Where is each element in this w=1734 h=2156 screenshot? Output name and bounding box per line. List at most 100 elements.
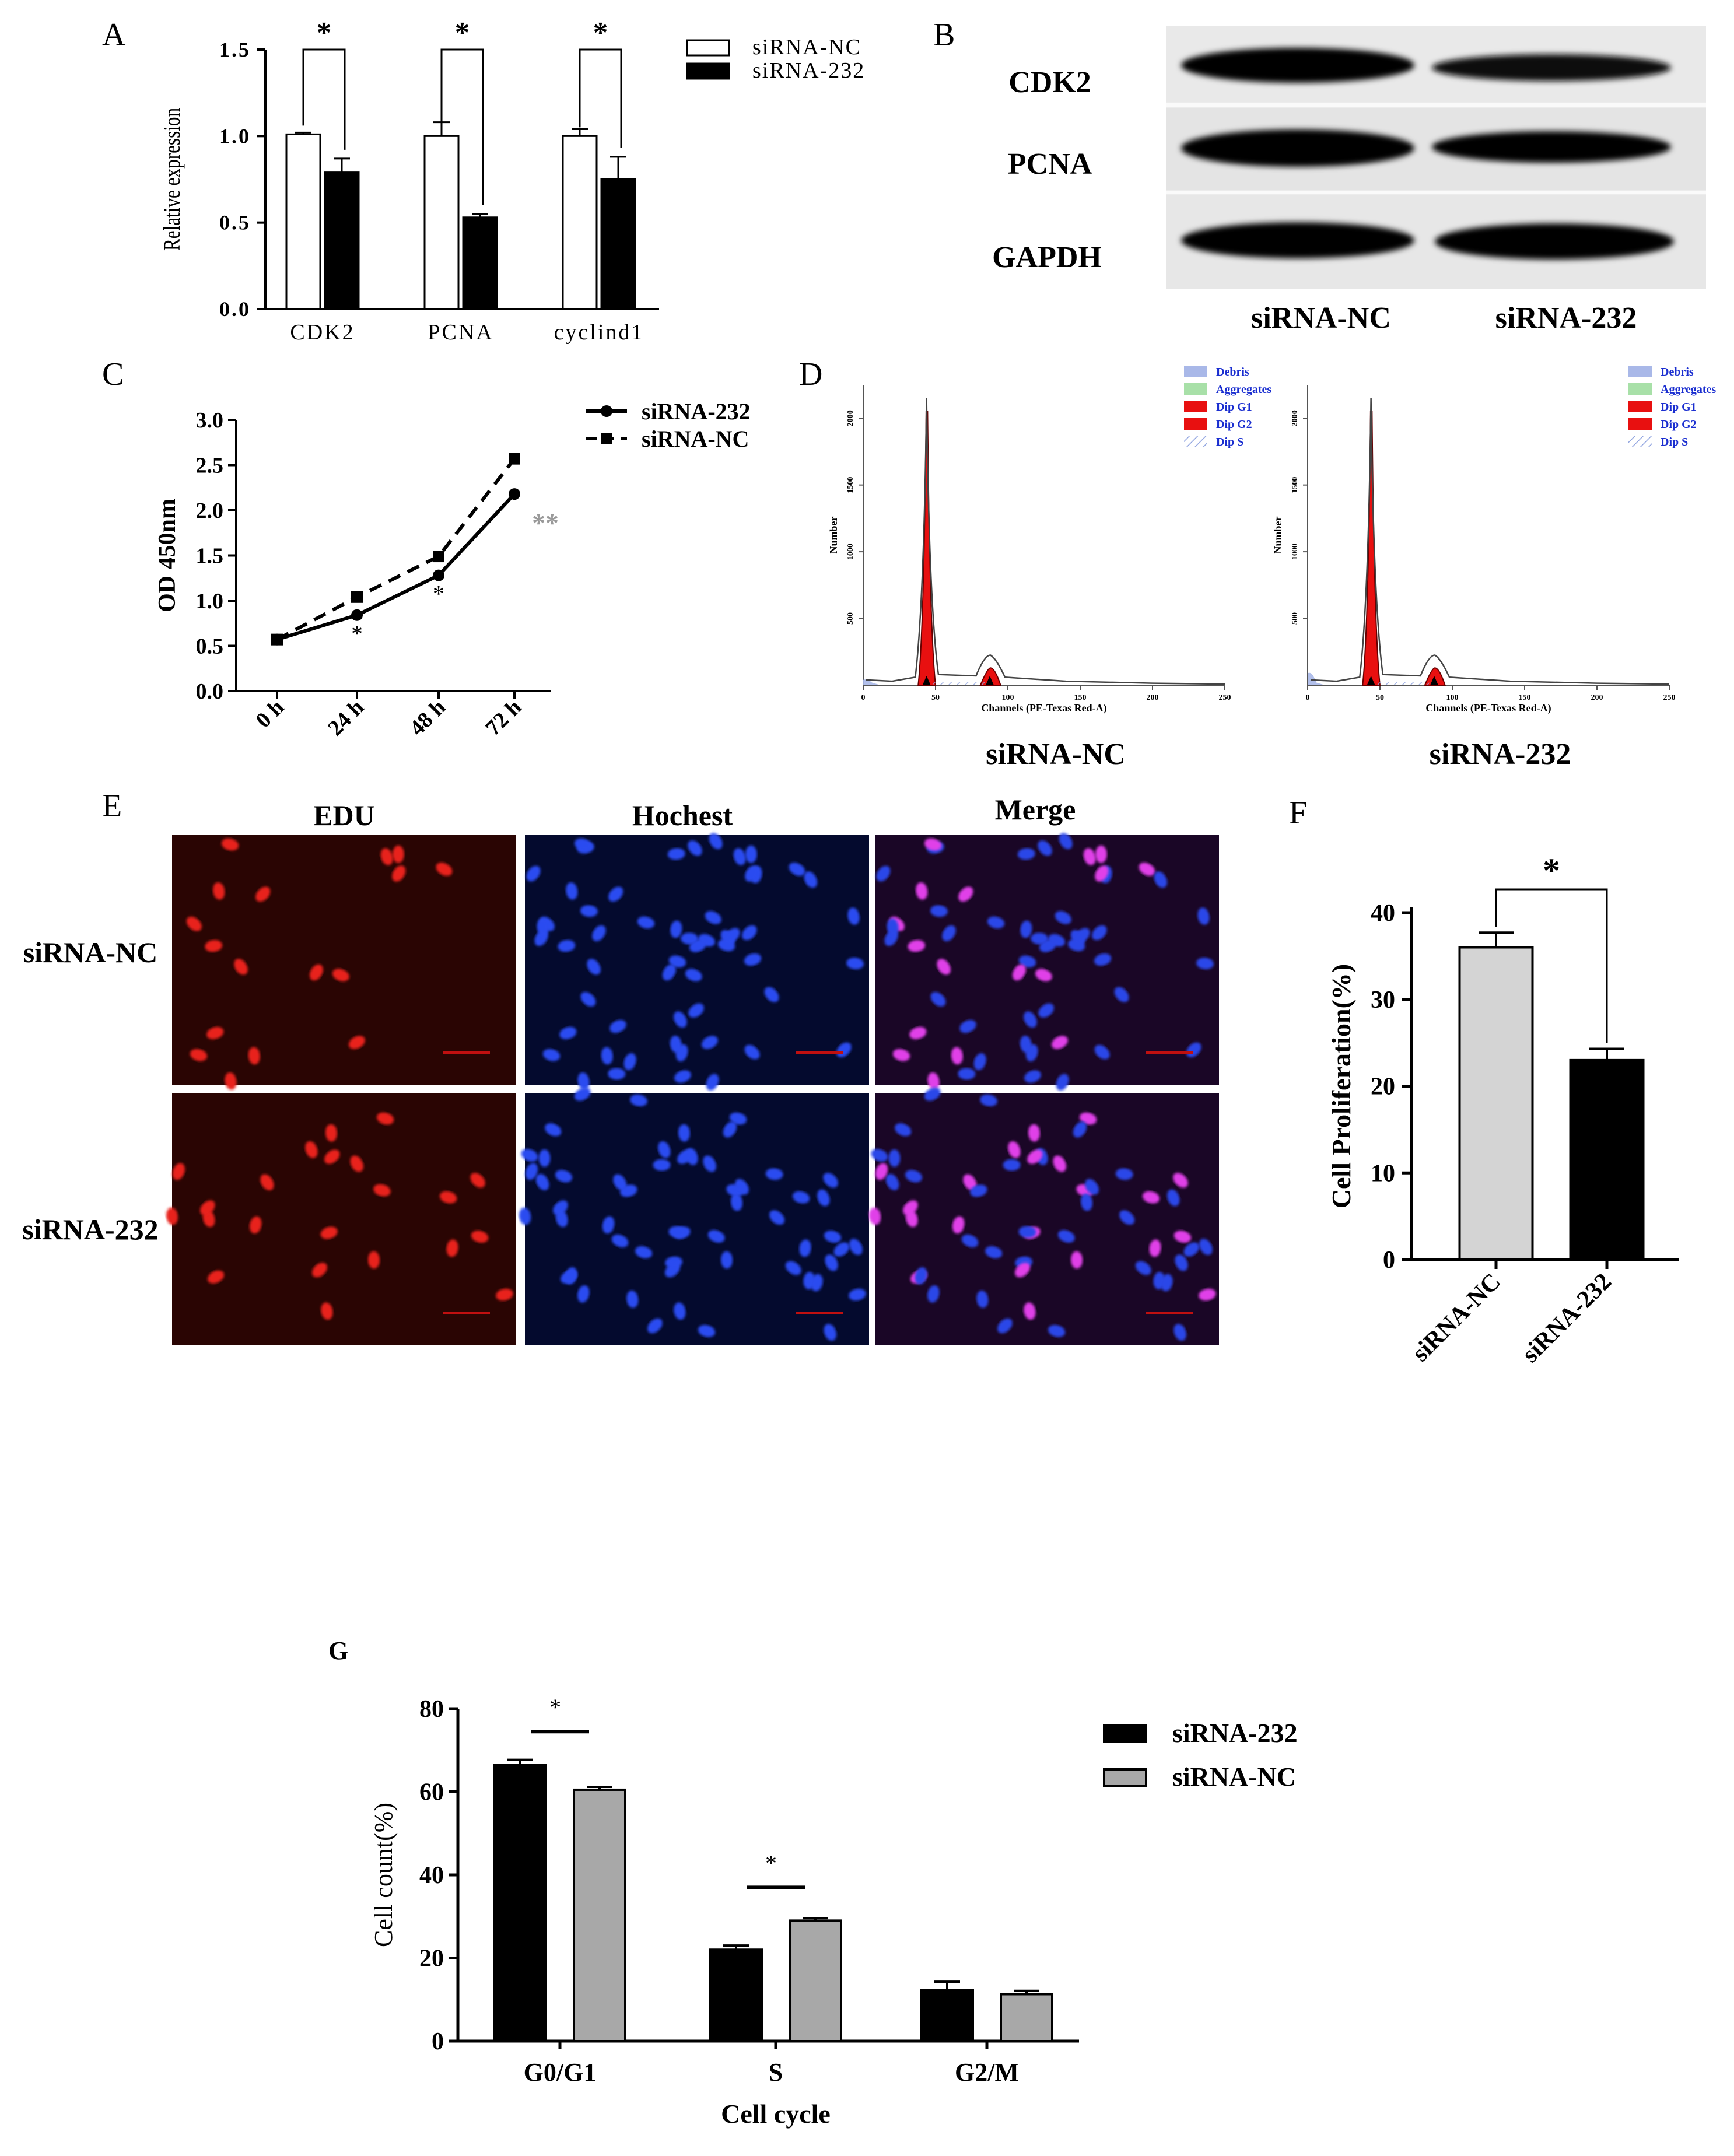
x-tick-label: 50 — [1376, 693, 1384, 702]
legend-label: Dip G1 — [1216, 401, 1252, 413]
nucleus — [565, 1267, 577, 1285]
nucleus — [609, 1020, 626, 1033]
x-tick-label: S — [769, 2058, 783, 2087]
nucleus — [249, 1216, 262, 1234]
nucleus — [1024, 1070, 1041, 1083]
micrograph-background — [875, 835, 1219, 1085]
nucleus — [1085, 1179, 1099, 1195]
nucleus — [350, 1155, 364, 1172]
data-point — [351, 609, 363, 621]
micrograph-hochest-sirna-nc — [525, 833, 869, 1091]
x-tick-label: 24 h — [323, 695, 369, 741]
nucleus — [985, 1246, 1003, 1258]
nucleus — [811, 1274, 823, 1292]
nucleus — [892, 1049, 910, 1061]
annotation: * — [351, 620, 363, 647]
panel-label-a: A — [102, 17, 126, 53]
nucleus — [225, 1072, 237, 1090]
bar-siRNA-232 — [1569, 1058, 1645, 1261]
nucleus — [519, 1207, 531, 1225]
nucleus — [1012, 964, 1026, 981]
x-axis-label: Channels (PE-Texas Red-A) — [981, 702, 1106, 714]
nucleus — [673, 1011, 687, 1028]
nucleus — [647, 1318, 663, 1334]
nucleus — [887, 918, 899, 936]
legend-label: Dip G2 — [1216, 418, 1252, 431]
nucleus — [538, 1149, 551, 1167]
significance-bracket — [302, 48, 346, 150]
nucleus — [823, 1173, 838, 1188]
nucleus — [1135, 1261, 1151, 1275]
nucleus — [601, 1047, 613, 1065]
nucleus — [903, 1200, 918, 1215]
peak-marker — [922, 676, 931, 685]
nucleus — [958, 886, 973, 902]
legend-label: Debris — [1216, 366, 1249, 378]
legend-marker — [601, 433, 612, 444]
data-point — [509, 453, 520, 465]
significance-marker: * — [765, 1850, 777, 1876]
nucleus — [1056, 1074, 1069, 1091]
nucleus — [1027, 1149, 1043, 1164]
y-tick-label: 1000 — [1291, 544, 1299, 560]
nucleus — [1142, 1191, 1160, 1204]
panel-g-chart: 0 20 40 60 80 Cell count(%) Cell cycle G0/G1 * S *… — [369, 1694, 1298, 2129]
legend-label: siRNA-232 — [642, 398, 751, 425]
y-tick-label: 0 — [1383, 1247, 1395, 1274]
legend-swatch — [1184, 401, 1207, 412]
x-tick-label: 150 — [1519, 693, 1531, 702]
nucleus — [635, 1246, 653, 1258]
nucleus — [1018, 1226, 1036, 1238]
nucleus — [1115, 1168, 1133, 1180]
legend-label: Debris — [1661, 366, 1694, 378]
legend-label: siRNA-NC — [752, 35, 861, 59]
significance-marker: * — [1543, 851, 1560, 890]
nucleus — [924, 838, 942, 851]
nucleus — [963, 1174, 977, 1191]
x-tick-label: 250 — [1663, 693, 1676, 702]
micrograph-edu-sirna-nc — [172, 835, 516, 1090]
nucleus — [665, 1263, 680, 1278]
series-line-siRNA-NC — [276, 457, 516, 641]
nucleus — [1028, 1124, 1041, 1142]
x-tick-label: siRNA-NC — [1407, 1268, 1506, 1367]
nucleus — [1059, 833, 1073, 850]
y-tick-label: 0 — [432, 2028, 444, 2055]
data-point — [351, 591, 363, 603]
nucleus — [745, 865, 759, 882]
nucleus — [909, 1026, 927, 1040]
legend-label: Aggregates — [1661, 383, 1716, 396]
nucleus — [521, 1149, 538, 1162]
legend-label: siRNA-NC — [642, 426, 749, 452]
band-gapdh-232 — [1435, 223, 1674, 260]
nucleus — [662, 964, 676, 981]
panel-label-f: F — [1289, 795, 1307, 831]
nucleus — [916, 882, 928, 900]
nucleus — [871, 1149, 888, 1162]
legend-label: Dip S — [1661, 436, 1688, 448]
dip-g1-peak — [917, 411, 937, 686]
nucleus — [566, 882, 578, 900]
legend-marker — [601, 405, 612, 417]
micrograph-edu-sirna-232 — [166, 1093, 516, 1345]
nucleus — [1139, 863, 1155, 876]
nucleus — [1095, 865, 1109, 882]
nucleus — [764, 987, 779, 1002]
nucleus — [580, 905, 598, 917]
annotation: ** — [532, 508, 559, 538]
nucleus — [942, 925, 956, 942]
y-tick-label: 0.0 — [219, 297, 251, 321]
panel-a-chart: 0.0 0.5 1.0 1.5 Relative expression CDK2 * PCNA… — [159, 16, 864, 345]
legend-swatch — [1103, 1724, 1147, 1743]
y-axis-label: Number — [1272, 516, 1284, 553]
nucleus — [744, 1044, 760, 1060]
dip-s-region — [1377, 682, 1430, 685]
nucleus — [924, 1087, 941, 1101]
band-cdk2-nc — [1181, 48, 1414, 83]
nucleus — [602, 1216, 615, 1234]
nucleus — [1074, 928, 1090, 943]
nucleus — [559, 1026, 577, 1040]
nucleus — [970, 1184, 987, 1197]
nucleus — [868, 1207, 881, 1225]
y-tick-label: 20 — [1371, 1074, 1395, 1100]
